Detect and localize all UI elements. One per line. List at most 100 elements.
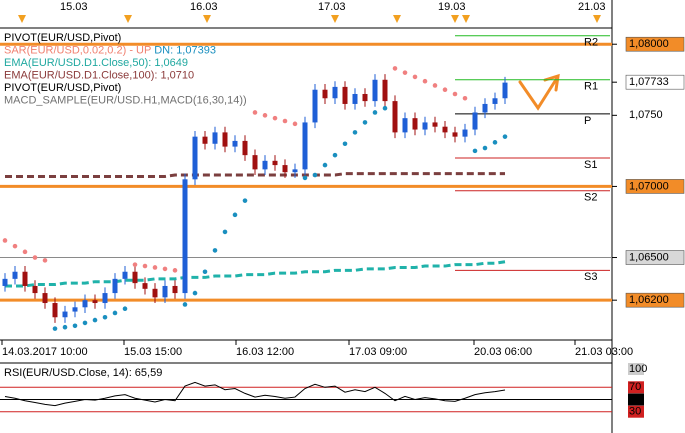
sar-dot <box>342 141 348 147</box>
candle-body <box>472 112 478 130</box>
legend-entry: PIVOT(EUR/USD,Pivot) <box>4 32 121 44</box>
rsi-label-box <box>628 381 644 394</box>
candle-body <box>262 160 268 170</box>
sar-dot <box>202 269 208 275</box>
candle-body <box>22 271 28 286</box>
sar-dot <box>242 198 248 203</box>
sar-dot <box>372 110 378 115</box>
legend-text: SAR(EUR/USD,0.02,0.2) - UP <box>4 44 154 56</box>
sar-dot <box>62 324 68 330</box>
candle-body <box>182 179 188 294</box>
x-tick-label: 15.03 15:00 <box>124 346 182 358</box>
candle-body <box>332 86 338 99</box>
pivot-label: S1 <box>584 159 597 171</box>
sar-dot <box>462 95 468 101</box>
sar-dot <box>352 130 358 135</box>
top-date-label: 21.03 <box>578 1 606 13</box>
candle-body <box>322 89 328 99</box>
y-tick-label: 1,06500 <box>629 251 669 263</box>
candle-body <box>102 293 108 304</box>
sar-dot <box>472 148 478 154</box>
price-label-box <box>625 36 685 52</box>
candle-body <box>12 271 18 279</box>
sar-dot <box>162 266 168 272</box>
legend-entry: PIVOT(EUR/USD,Pivot) <box>4 82 121 94</box>
candle-body <box>432 122 438 127</box>
candle-body <box>2 278 8 286</box>
x-tick-label: 14.03.2017 10:00 <box>2 346 88 358</box>
candle-body <box>272 160 278 166</box>
legend-entry: MACD_SAMPLE(EUR/USD.H1,MACD(16,30,14)) <box>4 94 247 106</box>
candle-body <box>502 82 508 99</box>
sar-dot <box>322 162 328 168</box>
sar-dot <box>362 120 368 125</box>
sar-dot <box>392 66 398 71</box>
sar-dot <box>32 255 38 260</box>
rsi-tick-label: 30 <box>629 406 641 418</box>
y-tick-label: 1,06200 <box>629 294 669 306</box>
candle-body <box>342 86 348 104</box>
y-tick-label: 1,08000 <box>629 38 669 50</box>
sar-dot <box>332 152 338 158</box>
sar-dot <box>172 268 178 273</box>
sar-dot <box>52 326 58 331</box>
sar-dot <box>122 306 128 312</box>
top-date-label: 19.03 <box>438 1 466 13</box>
candle-body <box>302 122 308 170</box>
annotation-arrow <box>518 73 560 111</box>
legend-text: EMA(EUR/USD.D1.Close,50): 1,0649 <box>4 57 188 69</box>
candle-body <box>292 169 298 173</box>
candle-body <box>392 101 398 133</box>
sar-dot <box>302 175 308 181</box>
candle-body <box>72 307 78 312</box>
candle-body <box>282 165 288 173</box>
candle-body <box>202 136 208 144</box>
sar-dot <box>72 323 78 329</box>
candle-body <box>252 155 258 170</box>
sar-dot <box>12 243 18 249</box>
candle-body <box>222 132 228 147</box>
candle-body <box>112 278 118 294</box>
rsi-line <box>4 381 506 407</box>
rsi-label-box <box>628 405 644 418</box>
y-tick-label: 1,07000 <box>629 180 669 192</box>
sar-dot <box>272 115 278 121</box>
x-tick-label: 16.03 12:00 <box>236 346 294 358</box>
sar-dot <box>152 265 158 270</box>
sar-dot <box>182 302 188 307</box>
sar-dot <box>312 172 318 178</box>
legend-entry: EMA(EUR/USD.D1.Close,50): 1,0649 <box>4 57 188 69</box>
price-label-box <box>625 74 685 90</box>
sar-dot <box>252 110 258 115</box>
pivot-label: P <box>584 115 591 127</box>
sar-dot <box>262 113 268 118</box>
candle-body <box>442 126 448 133</box>
legend-text: EMA(EUR/USD.D1.Close,100): 1,0710 <box>4 69 194 81</box>
legend-text: PIVOT(EUR/USD,Pivot) <box>4 82 121 94</box>
candle-body <box>482 103 488 113</box>
sar-dot <box>422 78 428 84</box>
sar-dot <box>482 145 488 151</box>
sar-dot <box>102 314 108 320</box>
candle-body <box>122 271 128 279</box>
sar-dot <box>22 249 28 255</box>
sar-dot <box>442 87 448 93</box>
candle-body <box>242 140 248 156</box>
ema-line <box>5 172 505 178</box>
sar-dot <box>382 105 388 111</box>
legend-text: MACD_SAMPLE(EUR/USD.H1,MACD(16,30,14)) <box>4 94 247 106</box>
top-date-label: 17.03 <box>318 1 346 13</box>
date-markers <box>18 15 601 23</box>
candle-body <box>132 271 138 284</box>
candle-body <box>462 129 468 137</box>
sar-dot <box>42 258 48 263</box>
candle-body <box>192 136 198 180</box>
candle-body <box>382 79 388 102</box>
candle-body <box>362 93 368 102</box>
sar-dot <box>292 121 298 127</box>
rsi-title: RSI(EUR/USD.Close, 14): 65,59 <box>4 367 162 379</box>
candle-body <box>82 300 88 308</box>
candle-body <box>162 285 168 298</box>
